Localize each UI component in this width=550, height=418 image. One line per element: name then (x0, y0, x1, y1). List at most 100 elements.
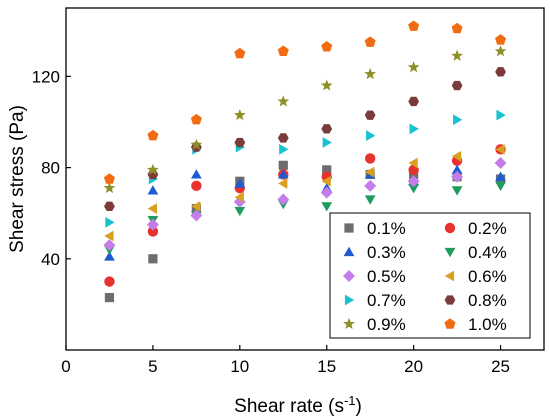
data-point (451, 80, 463, 91)
data-point (191, 200, 201, 212)
data-point (104, 276, 115, 287)
y-axis-title: Shear stress (Pa) (7, 105, 28, 253)
data-point (277, 95, 290, 107)
data-point (451, 170, 464, 183)
data-point (452, 114, 463, 126)
legend-label: 0.3% (367, 243, 406, 262)
data-point (320, 186, 333, 199)
legend-label: 0.7% (367, 291, 406, 310)
data-point (496, 109, 506, 121)
data-point (451, 22, 463, 34)
legend-label: 0.1% (367, 219, 406, 238)
data-point (277, 133, 289, 143)
data-point (494, 45, 507, 57)
data-point (104, 230, 114, 242)
data-point (494, 157, 507, 170)
data-point (104, 251, 115, 261)
x-tick-label: 0 (61, 357, 70, 376)
data-point (408, 96, 420, 107)
data-point (451, 164, 463, 174)
data-points (103, 20, 507, 303)
data-point (321, 202, 333, 212)
data-point (408, 184, 420, 194)
data-point (364, 166, 375, 178)
data-point (190, 138, 203, 150)
data-point (278, 160, 288, 170)
axis-ticks: 0 5 10 15 20 25 40 80 120 (32, 67, 510, 376)
legend-marker (444, 270, 455, 282)
x-tick-label: 15 (317, 357, 336, 376)
data-point (409, 123, 419, 135)
data-point (320, 79, 333, 91)
data-point (278, 178, 288, 189)
legend-marker (343, 246, 355, 257)
legend-label: 0.5% (367, 267, 406, 286)
data-point (364, 67, 377, 80)
data-point (495, 143, 505, 155)
data-point (234, 178, 246, 188)
data-point (148, 254, 158, 264)
data-point (191, 180, 202, 192)
data-point (190, 113, 202, 125)
data-point (277, 169, 289, 179)
legend-marker (444, 295, 456, 305)
legend-label: 0.4% (468, 243, 507, 262)
x-tick-label: 25 (491, 357, 510, 376)
data-point (147, 129, 159, 141)
data-point (277, 45, 289, 57)
legend-box (329, 212, 531, 339)
x-tick-label: 10 (230, 357, 249, 376)
legend-marker (343, 317, 355, 330)
data-point (407, 175, 420, 188)
data-point (322, 137, 332, 148)
legend-label: 1.0% (468, 315, 507, 334)
data-point (279, 143, 289, 155)
data-point (105, 216, 115, 228)
data-point (366, 130, 376, 142)
data-point (364, 153, 376, 164)
data-point (495, 34, 507, 45)
data-point (495, 67, 506, 77)
y-tick-label: 40 (41, 250, 60, 269)
data-point (234, 47, 246, 59)
data-point (321, 124, 333, 134)
data-point (147, 185, 159, 195)
legend-marker (344, 294, 355, 306)
legend-label: 0.2% (468, 219, 507, 238)
data-point (190, 169, 202, 179)
data-point (234, 191, 244, 203)
data-point (321, 175, 331, 187)
data-point (451, 49, 463, 61)
data-point (103, 239, 116, 252)
legend-marker (444, 247, 456, 258)
data-point (364, 179, 377, 192)
data-point (147, 226, 159, 237)
data-point (364, 110, 376, 120)
data-point (190, 209, 203, 222)
plot-frame (65, 7, 545, 351)
y-tick-label: 80 (41, 159, 60, 178)
data-point (146, 218, 159, 231)
data-point (321, 40, 333, 52)
data-point (234, 137, 246, 148)
data-point (407, 61, 420, 73)
legend: 0.1% 0.2% 0.3% 0.4% 0.5% 0.6% 0.7% 0.8% 0.9% 1.0% (329, 212, 531, 339)
data-point (103, 173, 115, 184)
legend-marker (444, 222, 456, 234)
legend-marker (344, 223, 354, 233)
x-tick-label: 20 (404, 357, 423, 376)
data-point (364, 195, 376, 205)
data-point (104, 201, 115, 212)
data-point (451, 150, 462, 162)
data-point (104, 292, 115, 303)
data-point (408, 157, 418, 169)
data-point (408, 20, 420, 31)
legend-label: 0.6% (468, 267, 507, 286)
data-point (147, 163, 159, 175)
x-tick-label: 5 (148, 357, 157, 376)
data-point (451, 186, 463, 196)
legend-marker (444, 318, 456, 329)
x-axis-title: Shear rate (s-1) (234, 393, 362, 417)
data-point (277, 193, 290, 206)
